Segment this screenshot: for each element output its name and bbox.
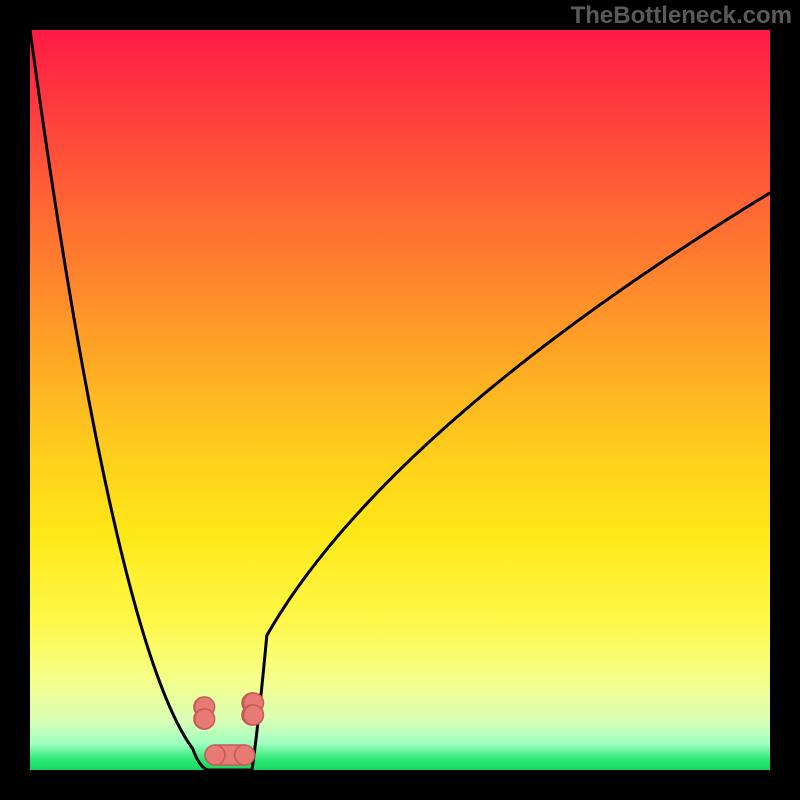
frame-border: [0, 0, 800, 800]
watermark-text: TheBottleneck.com: [571, 2, 792, 30]
chart-frame: TheBottleneck.com: [0, 0, 800, 800]
